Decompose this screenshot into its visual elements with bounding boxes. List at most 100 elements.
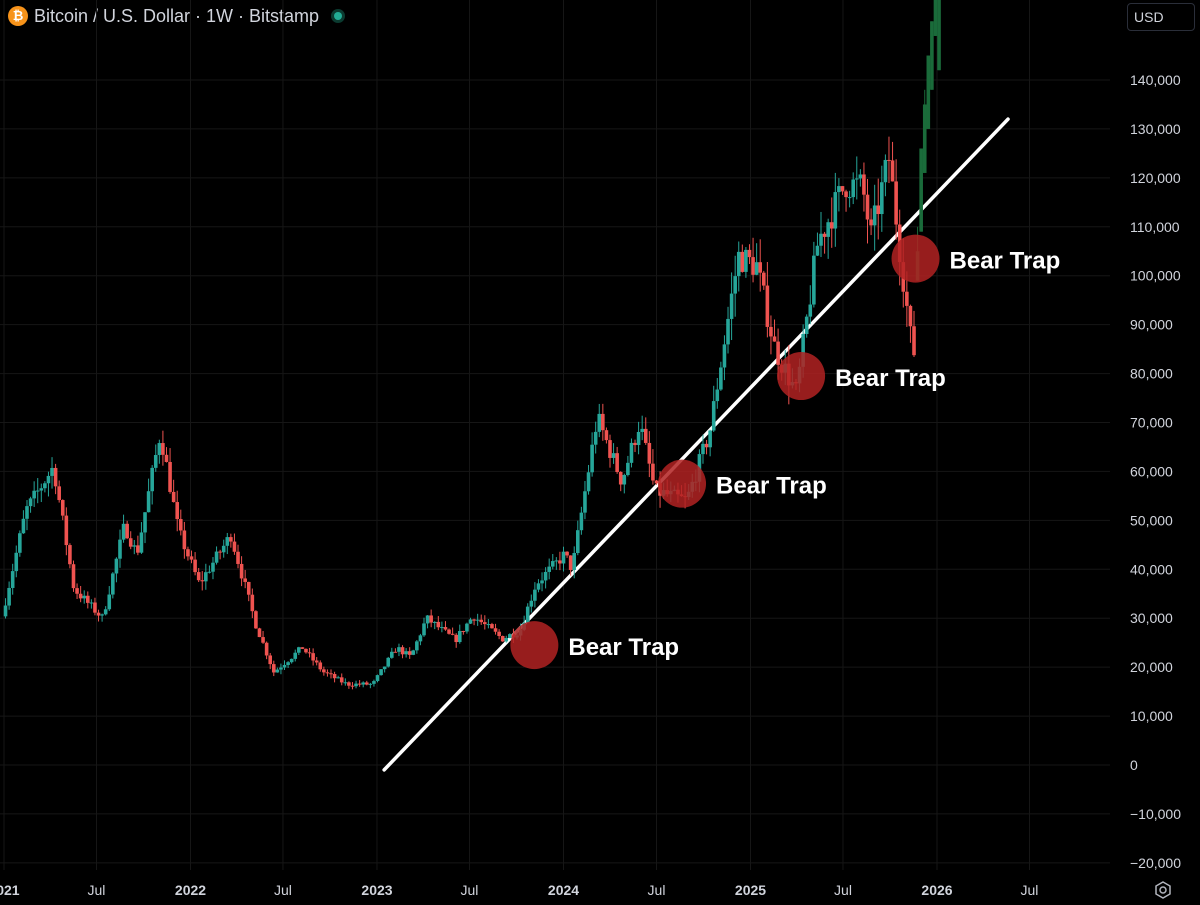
candle: [372, 679, 376, 687]
candle-body: [139, 532, 144, 553]
candle-body: [815, 245, 820, 256]
candle-body: [111, 573, 115, 595]
candle-body: [626, 462, 630, 476]
candle: [486, 619, 491, 629]
candle-body: [765, 285, 770, 327]
candle: [754, 243, 759, 276]
candle-body: [722, 344, 727, 368]
candle-body: [636, 431, 641, 446]
candle: [615, 446, 619, 474]
candle: [719, 361, 723, 391]
candle: [211, 557, 215, 580]
candle: [354, 680, 358, 689]
candle: [282, 660, 287, 671]
candle: [876, 178, 881, 240]
candle-body: [615, 453, 619, 472]
chart-title[interactable]: Bitcoin / U.S. Dollar · 1W · Bitstamp: [34, 5, 320, 26]
candle: [715, 377, 720, 409]
candle-body: [479, 619, 484, 623]
candle-body: [937, 0, 941, 71]
candle: [493, 623, 498, 635]
x-tick-label: Jul: [1021, 882, 1039, 898]
settings-icon[interactable]: [1153, 880, 1173, 900]
bear-trap-label: Bear Trap: [568, 634, 679, 661]
candle: [844, 189, 848, 212]
candle-body: [89, 602, 94, 604]
candle: [168, 448, 172, 494]
candle-body: [93, 602, 97, 613]
candle-body: [769, 326, 773, 337]
candle-body: [540, 580, 544, 584]
candle: [307, 647, 312, 658]
market-status-icon[interactable]: [331, 9, 346, 23]
candle: [733, 255, 737, 317]
candle-body: [457, 631, 462, 643]
candle-body: [504, 637, 509, 642]
candle-body: [304, 648, 308, 653]
candle-body: [704, 443, 709, 448]
candle-body: [375, 675, 380, 682]
candle-body: [554, 560, 559, 562]
candle: [418, 633, 423, 646]
candle: [629, 438, 634, 468]
candle: [751, 237, 755, 283]
y-tick-label: 30,000: [1130, 610, 1173, 626]
candle-body: [436, 621, 441, 628]
candle-body: [568, 555, 573, 570]
candle-body: [844, 191, 848, 198]
candle: [157, 439, 162, 464]
x-tick-label: 2021: [0, 882, 20, 898]
candle-body: [254, 611, 258, 629]
candle: [586, 464, 591, 495]
annotations-group: Bear Trap Bear Trap Bear Trap Bear Trap: [568, 248, 1060, 662]
candle: [708, 429, 712, 457]
candle: [654, 479, 659, 485]
candle-body: [822, 233, 827, 237]
candle-body: [64, 515, 69, 546]
candle: [43, 481, 47, 493]
candle: [10, 563, 15, 595]
candle-body: [150, 467, 154, 492]
candle-body: [121, 523, 126, 540]
candle-body: [647, 442, 652, 464]
candle-body: [372, 681, 376, 684]
candle-body: [819, 233, 823, 246]
candle-body: [43, 483, 47, 489]
candle: [128, 531, 133, 550]
candle: [257, 627, 262, 638]
candle-body: [46, 475, 51, 484]
x-tick-label: 2023: [361, 882, 392, 898]
candle-body: [196, 572, 201, 581]
candle-body: [883, 159, 888, 183]
candle-body: [633, 442, 637, 446]
candle-body: [432, 621, 437, 623]
candle: [576, 520, 580, 556]
candle: [722, 335, 727, 381]
candle: [887, 136, 891, 184]
candle-body: [204, 572, 208, 582]
candle: [547, 558, 551, 580]
candle-body: [25, 506, 29, 519]
candle: [601, 403, 605, 441]
candle: [461, 630, 466, 635]
candle: [93, 597, 97, 616]
candle: [350, 682, 355, 690]
candle-body: [425, 615, 430, 624]
candle: [440, 621, 444, 633]
candle: [744, 247, 748, 278]
candle: [922, 89, 927, 173]
candle-body: [411, 650, 416, 655]
candle-body: [114, 558, 119, 574]
candle: [579, 506, 584, 535]
candle: [3, 598, 8, 619]
candle: [254, 610, 258, 629]
candle: [765, 262, 770, 338]
candle-body: [332, 673, 337, 679]
candle: [300, 647, 305, 649]
candle: [407, 647, 412, 659]
candle: [279, 663, 283, 675]
candle-body: [894, 181, 898, 225]
currency-selector[interactable]: USD: [1127, 3, 1195, 31]
bitcoin-icon: ₿: [8, 6, 28, 26]
